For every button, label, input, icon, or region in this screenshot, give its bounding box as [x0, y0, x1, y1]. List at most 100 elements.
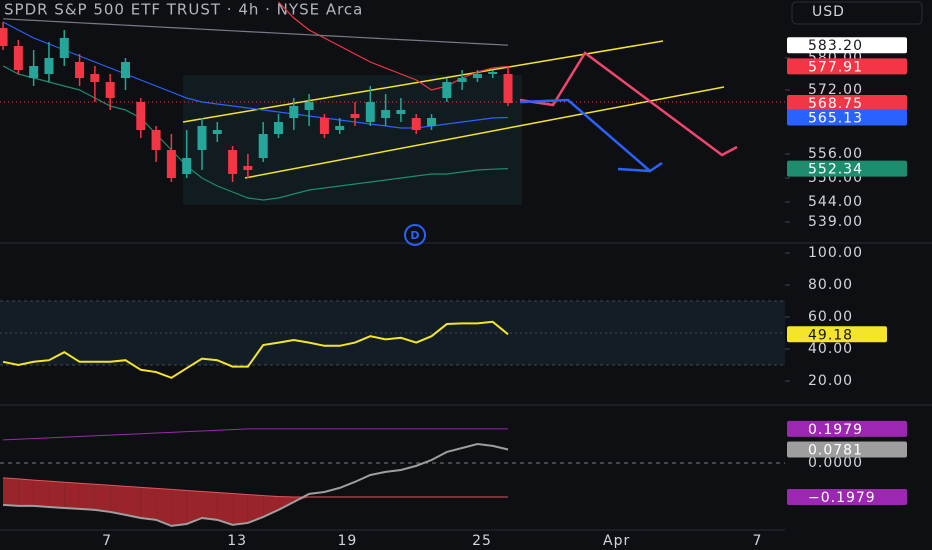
price-tag-label: 568.75	[808, 96, 863, 112]
oscillator-band	[3, 477, 509, 498]
oscillator-band	[3, 428, 509, 441]
oscillator-fill	[201, 491, 218, 520]
candle-body	[381, 110, 391, 118]
oscillator-fill	[94, 484, 111, 512]
candle-body	[335, 126, 345, 130]
oscillator-fill	[156, 488, 172, 526]
price-tag-label: −0.1979	[808, 490, 876, 506]
oscillator-fill	[64, 482, 80, 509]
y-tick-label: 0.0000	[808, 455, 863, 471]
y-tick-label: 544.00	[808, 194, 863, 210]
oscillator-fill	[33, 480, 49, 507]
y-tick-label: 100.00	[808, 245, 863, 261]
candle-body	[59, 38, 69, 58]
candle-body	[273, 122, 283, 134]
candle-body	[319, 118, 329, 134]
candle-body	[365, 102, 375, 122]
oscillator-fill	[232, 493, 248, 525]
candle-body	[228, 150, 238, 174]
price-tag	[787, 160, 907, 177]
candle-body	[243, 166, 253, 170]
rsi-line	[2, 320, 509, 379]
channel-lower	[244, 86, 725, 179]
candle-body	[289, 106, 299, 118]
series-marker: D	[404, 224, 426, 246]
y-tick-label: 556.00	[808, 146, 863, 162]
oscillator-fill	[293, 496, 310, 502]
oscillator-fill	[186, 490, 202, 524]
y-tick-label: 40.00	[808, 341, 853, 357]
oscillator-fill	[3, 477, 19, 506]
candle-body	[396, 110, 406, 114]
y-tick-label: 80.00	[808, 277, 853, 293]
price-tag-label: 577.91	[808, 59, 863, 75]
candle-body	[29, 66, 39, 78]
projection-down	[519, 98, 663, 173]
candle-body	[442, 82, 452, 98]
oscillator-fill	[171, 489, 187, 526]
price-tag	[787, 488, 907, 505]
candle-body	[350, 114, 360, 118]
oscillator-fill	[247, 494, 264, 523]
oscillator-fill	[48, 481, 65, 508]
indicator-line	[2, 21, 509, 129]
candle-body	[212, 130, 222, 134]
price-tag-label: 0.0781	[808, 443, 863, 459]
candle-body	[166, 150, 176, 178]
indicator-line	[278, 1, 509, 91]
oscillator-fill	[79, 483, 95, 510]
price-tag-label: 49.18	[808, 327, 853, 343]
y-tick-label: 572.00	[808, 82, 863, 98]
oscillator-fill	[125, 486, 141, 518]
chart-title: SPDR S&P 500 ETF TRUST · 4h · NYSE Arca	[4, 1, 363, 19]
currency-label: USD	[812, 4, 845, 20]
candle-body	[136, 102, 146, 130]
y-tick-label: 539.00	[808, 214, 863, 230]
price-tag	[787, 37, 907, 54]
indicator-line	[3, 18, 509, 46]
projection-up	[519, 51, 738, 157]
y-tick-label: 60.00	[808, 309, 853, 325]
candle-body	[411, 118, 421, 130]
x-tick-label: 25	[472, 533, 492, 549]
oscillator-fill	[18, 478, 34, 506]
candle-body	[105, 82, 115, 98]
price-tag-label: 583.20	[808, 38, 863, 54]
price-tag-label: 565.13	[808, 110, 863, 126]
candle-body	[182, 158, 192, 174]
candle-body	[503, 74, 513, 103]
x-tick-label: 7	[752, 533, 762, 549]
price-tag	[787, 95, 907, 111]
candle-body	[472, 74, 482, 78]
price-tag	[787, 326, 887, 343]
channel-shade	[183, 75, 522, 205]
candle-body	[151, 130, 161, 150]
candle-body	[120, 62, 130, 78]
candle-body	[457, 78, 467, 82]
price-tag-label: 552.34	[808, 162, 863, 178]
marker-text: D	[410, 229, 419, 242]
candle-body	[90, 74, 100, 82]
oscillator-line	[2, 443, 509, 527]
candle-body	[44, 58, 54, 74]
candle-body	[427, 118, 437, 126]
currency-button[interactable]	[791, 1, 923, 25]
candle-body	[258, 134, 268, 158]
candle-body	[13, 46, 23, 70]
y-tick-label: 20.00	[808, 373, 853, 389]
rsi-band	[0, 301, 785, 365]
indicator-line	[2, 65, 509, 201]
candle-body	[197, 126, 207, 150]
x-tick-label: 13	[227, 533, 247, 549]
candle-body	[304, 102, 314, 110]
price-tag-label: 0.1979	[808, 422, 863, 438]
oscillator-fill	[110, 485, 126, 515]
candle-body	[488, 72, 498, 74]
x-tick-label: 19	[337, 533, 357, 549]
price-tag	[787, 109, 907, 126]
oscillator-fill	[278, 496, 294, 510]
price-tag	[787, 420, 907, 437]
oscillator-fill	[140, 487, 157, 520]
x-tick-label: Apr	[603, 533, 630, 549]
